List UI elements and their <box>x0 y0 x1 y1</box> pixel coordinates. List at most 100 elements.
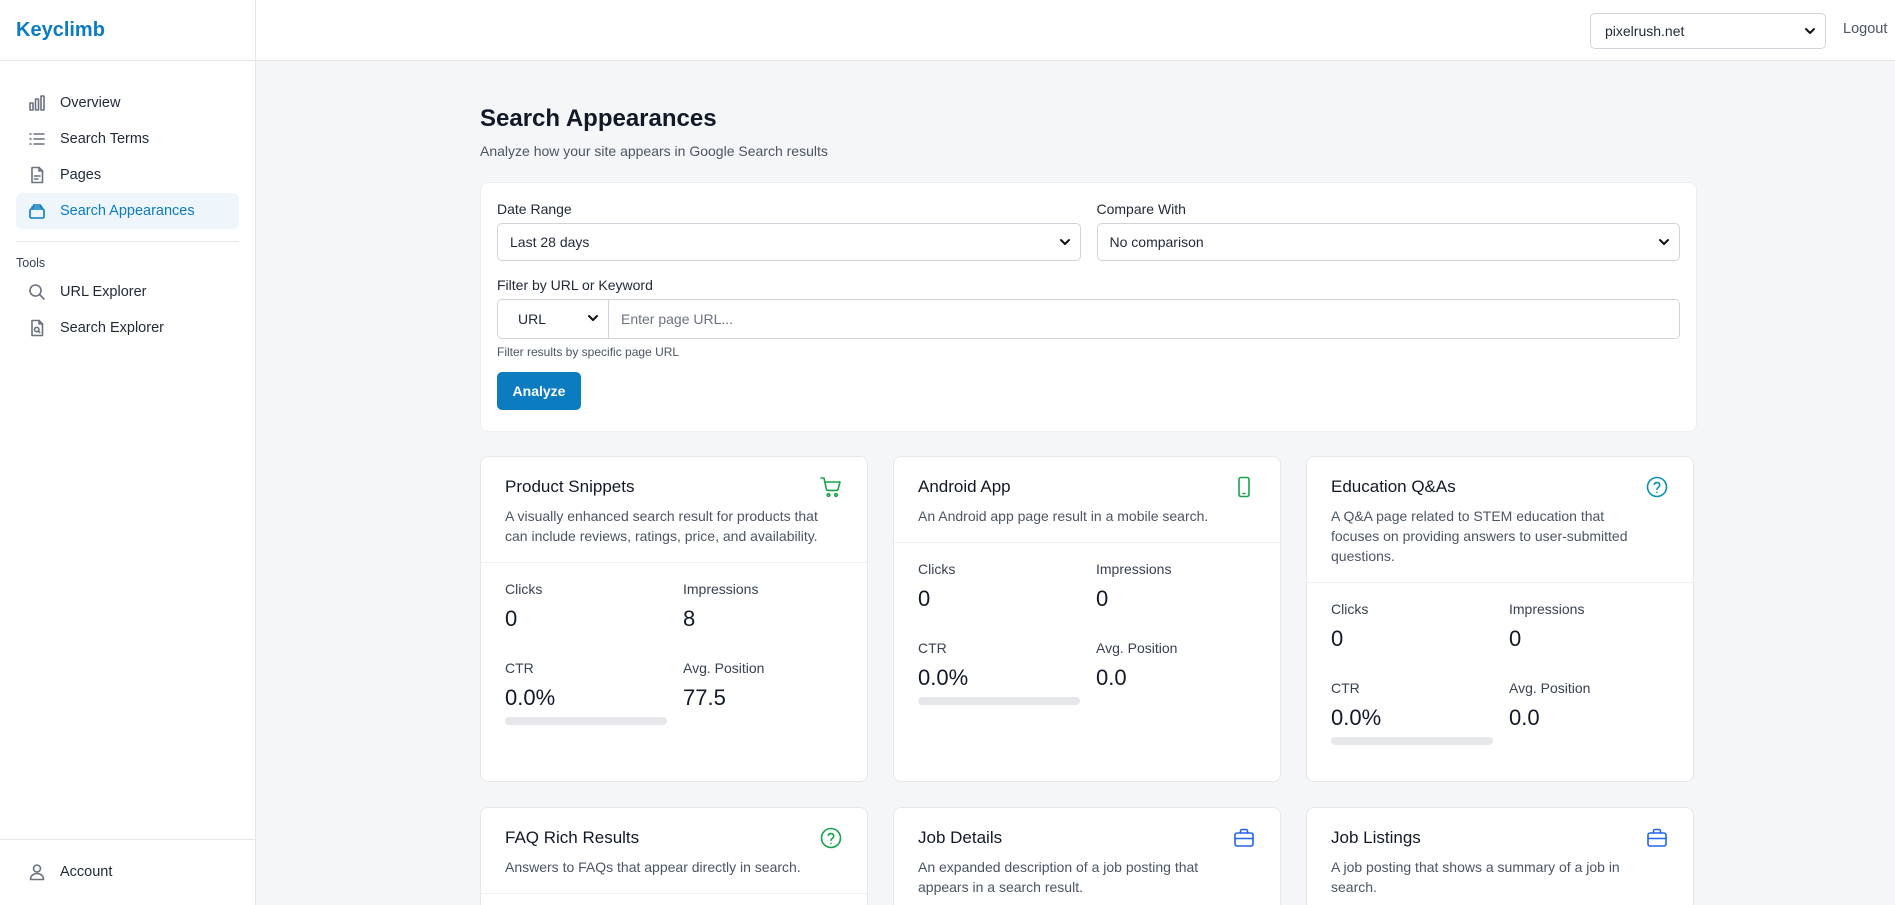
bar-chart-icon <box>28 94 46 112</box>
sidebar-item-overview[interactable]: Overview <box>16 85 239 121</box>
card-description: A visually enhanced search result for pr… <box>505 508 818 544</box>
card-faq-rich-results: FAQ Rich Results Answers to FAQs that ap… <box>480 807 868 905</box>
sidebar-item-search-explorer[interactable]: Search Explorer <box>16 310 239 346</box>
card-description: An expanded description of a job posting… <box>918 859 1199 895</box>
stat-impressions: 0 <box>1096 586 1109 611</box>
analyze-button[interactable]: Analyze <box>497 372 581 410</box>
date-range-select[interactable]: Last 28 days <box>497 223 1081 261</box>
phone-icon <box>1232 475 1256 499</box>
main-content: Search Appearances Analyze how your site… <box>480 61 1697 905</box>
site-select[interactable]: pixelrush.net <box>1590 13 1826 49</box>
filter-input-group: URL <box>497 299 1680 339</box>
stack-icon <box>28 202 46 220</box>
url-filter-input[interactable] <box>609 300 1679 338</box>
ctr-progress-bar <box>1331 737 1493 745</box>
search-icon <box>28 283 46 301</box>
chevron-down-icon <box>1659 239 1669 245</box>
card-education-qas: Education Q&As A Q&A page related to STE… <box>1306 456 1694 782</box>
stat-label-impressions: Impressions <box>683 581 759 597</box>
stat-label-clicks: Clicks <box>505 581 543 597</box>
search-document-icon <box>28 319 46 337</box>
stat-label-impressions: Impressions <box>1509 601 1585 617</box>
card-description: A job posting that shows a summary of a … <box>1331 859 1620 895</box>
page-subtitle: Analyze how your site appears in Google … <box>480 143 828 159</box>
sidebar-item-label: Account <box>60 864 113 880</box>
document-icon <box>28 166 46 184</box>
sidebar-item-label: Pages <box>60 167 102 183</box>
stat-label-ctr: CTR <box>505 660 534 676</box>
stat-label-position: Avg. Position <box>1096 640 1178 656</box>
compare-with-select[interactable]: No comparison <box>1096 223 1680 261</box>
filter-type-value: URL <box>518 311 547 327</box>
stat-label-impressions: Impressions <box>1096 561 1172 577</box>
card-description: An Android app page result in a mobile s… <box>918 508 1209 524</box>
page-title: Search Appearances <box>480 105 717 132</box>
chevron-down-icon <box>1805 28 1815 34</box>
sidebar-divider <box>16 241 239 242</box>
filter-label: Filter by URL or Keyword <box>497 277 653 293</box>
sidebar-section-tools: Tools <box>16 256 46 270</box>
sidebar-nav: Overview Search Terms Pages Search Appea… <box>0 61 255 346</box>
card-job-listings: Job Listings A job posting that shows a … <box>1306 807 1694 905</box>
filter-hint: Filter results by specific page URL <box>497 345 680 359</box>
stat-avg-position: 0.0 <box>1509 705 1540 730</box>
stat-clicks: 0 <box>505 606 518 631</box>
card-job-details: Job Details An expanded description of a… <box>893 807 1281 905</box>
sidebar: Keyclimb Overview Search Terms Pages Sea… <box>0 0 256 905</box>
stat-ctr: 0.0% <box>1331 705 1382 730</box>
card-title: Job Details <box>918 828 1003 847</box>
filter-type-select[interactable]: URL <box>498 300 609 338</box>
card-title: Android App <box>918 477 1011 496</box>
sidebar-item-search-terms[interactable]: Search Terms <box>16 121 239 157</box>
sidebar-item-url-explorer[interactable]: URL Explorer <box>16 274 239 310</box>
briefcase-icon <box>1645 826 1669 850</box>
card-title: Product Snippets <box>505 477 635 496</box>
stat-ctr: 0.0% <box>918 665 969 690</box>
filter-panel: Date Range Last 28 days Compare With No … <box>480 182 1697 432</box>
ctr-progress-bar <box>505 717 667 725</box>
briefcase-icon <box>1232 826 1256 850</box>
stat-avg-position: 0.0 <box>1096 665 1127 690</box>
stat-ctr: 0.0% <box>505 685 556 710</box>
card-title: Education Q&As <box>1331 477 1456 496</box>
card-description: A Q&A page related to STEM education tha… <box>1331 508 1628 564</box>
chevron-down-icon <box>588 315 598 321</box>
stat-avg-position: 77.5 <box>683 685 726 710</box>
sidebar-item-label: Overview <box>60 95 121 111</box>
compare-with-label: Compare With <box>1096 201 1186 217</box>
sidebar-item-pages[interactable]: Pages <box>16 157 239 193</box>
sidebar-item-label: Search Explorer <box>60 320 164 336</box>
card-description: Answers to FAQs that appear directly in … <box>505 859 801 875</box>
stat-impressions: 8 <box>683 606 696 631</box>
ctr-progress-bar <box>918 697 1080 705</box>
stat-label-clicks: Clicks <box>1331 601 1369 617</box>
logout-link[interactable]: Logout <box>1843 21 1888 37</box>
sidebar-footer: Account <box>0 839 255 905</box>
date-range-value: Last 28 days <box>510 234 590 250</box>
compare-with-value: No comparison <box>1109 234 1204 250</box>
list-icon <box>28 130 46 148</box>
chevron-down-icon <box>1059 239 1070 245</box>
sidebar-item-label: Search Terms <box>60 131 150 147</box>
stat-label-position: Avg. Position <box>1509 680 1591 696</box>
stat-clicks: 0 <box>1331 626 1344 651</box>
brand-logo[interactable]: Keyclimb <box>0 0 255 61</box>
card-title: Job Listings <box>1331 828 1421 847</box>
date-range-label: Date Range <box>497 201 572 217</box>
sidebar-item-account[interactable]: Account <box>16 854 239 890</box>
question-circle-icon <box>1645 475 1669 499</box>
stat-label-ctr: CTR <box>1331 680 1360 696</box>
question-circle-icon <box>819 826 843 850</box>
stat-label-position: Avg. Position <box>683 660 765 676</box>
user-icon <box>28 863 46 881</box>
card-title: FAQ Rich Results <box>505 828 640 847</box>
stat-label-clicks: Clicks <box>918 561 956 577</box>
sidebar-item-label: URL Explorer <box>60 284 147 300</box>
sidebar-item-search-appearances[interactable]: Search Appearances <box>16 193 239 229</box>
top-bar: pixelrush.net Logout <box>256 0 1895 61</box>
stat-label-ctr: CTR <box>918 640 947 656</box>
appearance-cards: Product Snippets A visually enhanced sea… <box>480 456 1697 905</box>
card-product-snippets: Product Snippets A visually enhanced sea… <box>480 456 868 782</box>
stat-clicks: 0 <box>918 586 931 611</box>
stat-impressions: 0 <box>1509 626 1522 651</box>
